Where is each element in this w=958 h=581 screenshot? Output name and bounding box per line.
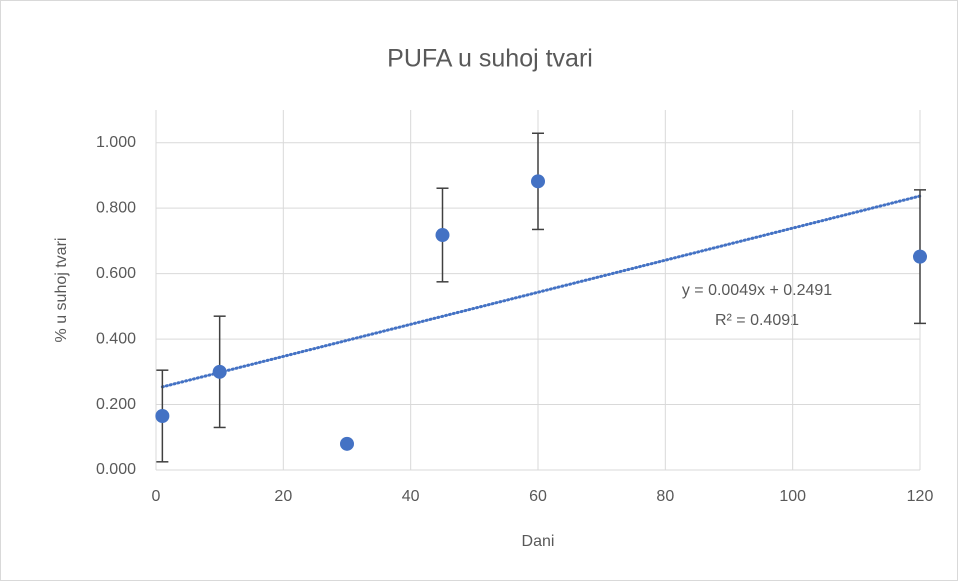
x-tick-label: 60 [529, 488, 547, 505]
trendline [160, 194, 922, 389]
chart-title: PUFA u suhoj tvari [387, 45, 593, 73]
y-tick-label: 0.600 [96, 265, 136, 282]
point [435, 228, 450, 243]
y-tick-label: 0.800 [96, 199, 136, 216]
point [340, 436, 354, 451]
x-tick-label: 80 [656, 488, 674, 505]
y-tick-label: 0.400 [96, 330, 136, 347]
trendline-equation: y = 0.0049x + 0.2491 [682, 282, 832, 299]
point [531, 174, 545, 189]
x-axis-label: Dani [522, 533, 555, 550]
y-tick-label: 0.200 [96, 396, 136, 413]
point [913, 249, 927, 264]
x-tick-label: 20 [274, 488, 292, 505]
y-axis-label: % u suhoj tvari [53, 238, 70, 343]
point [155, 409, 170, 423]
y-tick-label: 0.000 [96, 461, 136, 478]
x-tick-label: 100 [779, 488, 806, 505]
x-tick-label: 0 [152, 488, 161, 505]
x-tick-label: 40 [402, 488, 420, 505]
x-tick-label: 120 [907, 488, 934, 505]
y-tick-label: 1.000 [96, 134, 136, 151]
point [212, 364, 227, 379]
trendline-r2: R² = 0.4091 [715, 312, 799, 329]
